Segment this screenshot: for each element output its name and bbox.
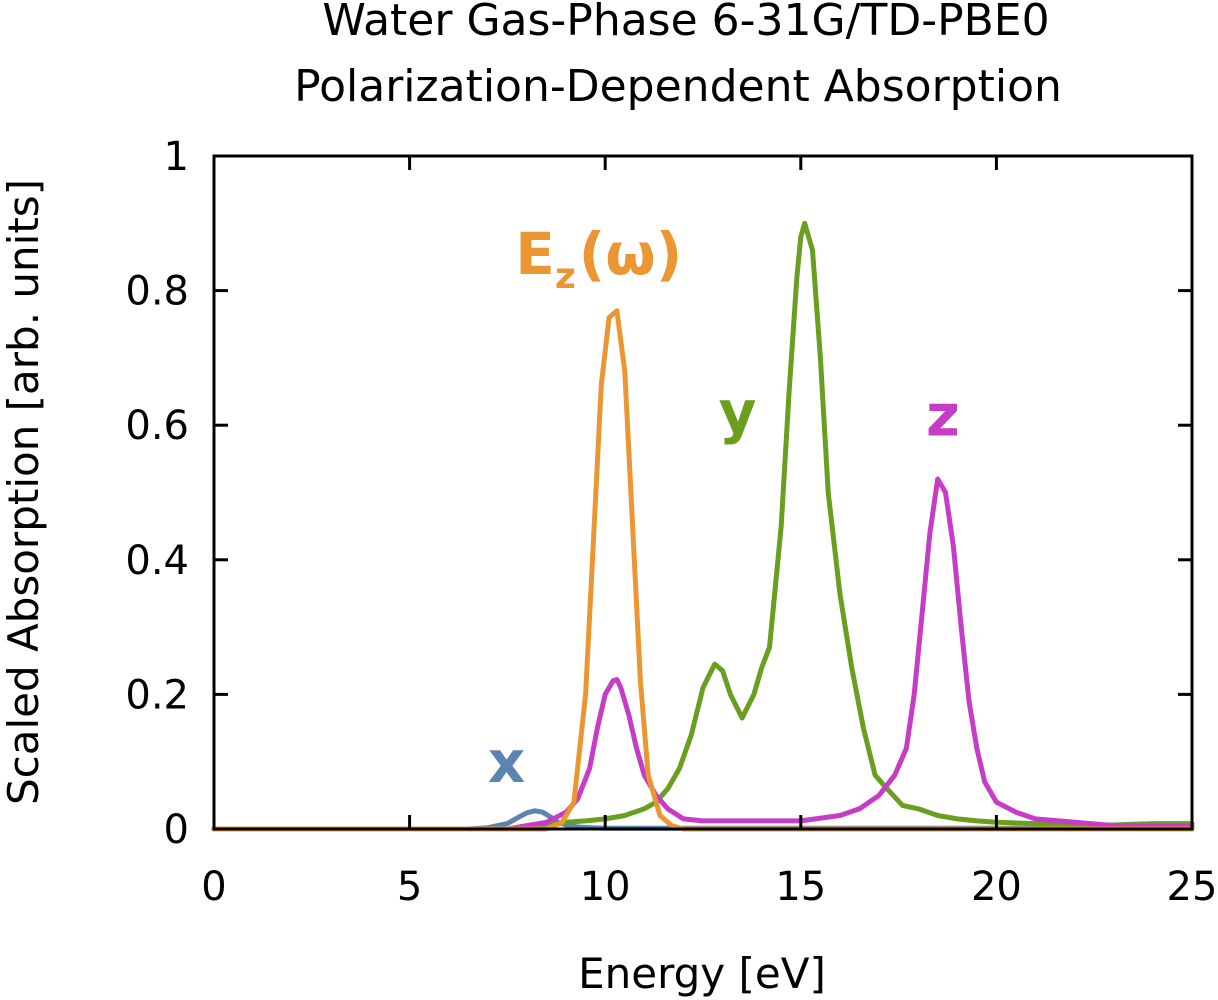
plot-frame xyxy=(212,154,1194,831)
series-annotation: y xyxy=(719,378,757,446)
plot-area xyxy=(211,154,1195,832)
y-tick-label: 0.4 xyxy=(125,538,189,584)
chart-title: Water Gas-Phase 6-31G/TD-PBE0 Polarizati… xyxy=(294,0,1062,112)
series-line-2 xyxy=(211,476,1195,832)
tick-labels: 0 5 10 15 20 25 0 0.2 0.4 0.6 0.8 1 xyxy=(125,134,1217,910)
y-tick-label: 0.2 xyxy=(125,672,189,718)
x-tick-label: 0 xyxy=(201,864,226,910)
series-line-3 xyxy=(211,308,1195,832)
x-tick-label: 15 xyxy=(775,864,826,910)
series-line-1 xyxy=(211,220,1195,832)
chart-title-line-1: Water Gas-Phase 6-31G/TD-PBE0 xyxy=(322,0,1049,46)
y-tick-label: 0 xyxy=(164,807,189,853)
series-annotation: z xyxy=(926,381,960,449)
y-tick-label: 1 xyxy=(164,134,189,180)
axis-ticks xyxy=(212,154,1194,831)
x-tick-label: 20 xyxy=(971,864,1022,910)
series-annotations: x y z Ez(ω) xyxy=(488,220,960,796)
y-tick-label: 0.6 xyxy=(125,403,189,449)
x-tick-label: 5 xyxy=(397,864,422,910)
x-tick-label: 25 xyxy=(1167,864,1218,910)
series-annotation: Ez(ω) xyxy=(515,220,682,297)
x-axis-label: Energy [eV] xyxy=(578,949,826,998)
series-annotation: x xyxy=(488,728,525,796)
x-tick-label: 10 xyxy=(580,864,631,910)
y-tick-label: 0.8 xyxy=(125,269,189,315)
y-axis-label: Scaled Absorption [arb. units] xyxy=(0,179,48,805)
chart-title-line-2: Polarization-Dependent Absorption xyxy=(294,61,1062,112)
